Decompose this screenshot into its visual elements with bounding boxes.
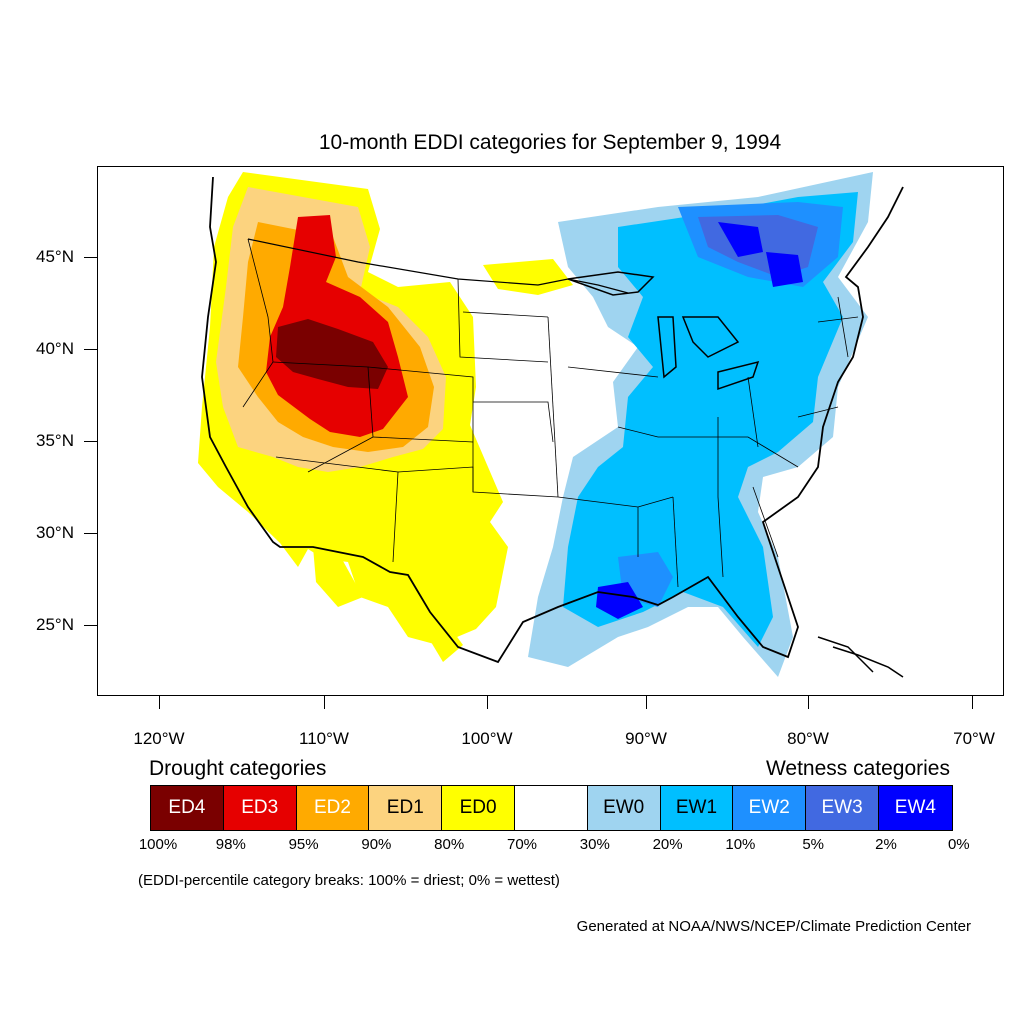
ew4-region-gulf [596, 582, 643, 619]
ytick [84, 441, 97, 442]
legend-box-ew0: EW0 [587, 786, 661, 830]
map-frame [97, 166, 1004, 696]
legend-break-label: 98% [215, 836, 246, 853]
legend-break-label: 20% [652, 836, 683, 853]
xtick-label-80w: 80°W [787, 729, 829, 748]
ytick-label-30n: 30°N [36, 523, 74, 542]
cuba [832, 646, 904, 678]
legend-box-ed2: ED2 [296, 786, 370, 830]
legend-box-ew3: EW3 [806, 786, 879, 830]
state-lines [242, 238, 859, 588]
xtick-label-120w: 120°W [133, 729, 185, 748]
legend-break-label: 5% [802, 836, 825, 853]
ytick [84, 533, 97, 534]
legend-break-label: 95% [288, 836, 319, 853]
color-legend: ED4 ED3 ED2 ED1 ED0 EW0 EW1 EW2 EW3 EW4 [150, 785, 953, 831]
ed4-region [276, 319, 388, 389]
legend-box-ed3: ED3 [223, 786, 297, 830]
eddi-map [198, 172, 904, 678]
xtick [646, 696, 647, 709]
legend-box-ed4: ED4 [151, 786, 224, 830]
ew4-region [718, 222, 763, 257]
legend-break-label: 2% [875, 836, 897, 853]
xtick-label-70w: 70°W [953, 729, 995, 748]
legend-note: (EDDI-percentile category breaks: 100% =… [138, 872, 560, 889]
ytick [84, 257, 97, 258]
florida-keys [817, 636, 874, 673]
ed0-region-texas [428, 627, 463, 662]
legend-box-ew2: EW2 [733, 786, 807, 830]
legend-break-label: 0% [947, 836, 970, 853]
xtick [324, 696, 325, 709]
xtick-label-100w: 100°W [461, 729, 513, 748]
ytick-label-35n: 35°N [36, 431, 74, 450]
ew4-region-2 [766, 252, 803, 287]
ytick [84, 625, 97, 626]
credit-line: Generated at NOAA/NWS/NCEP/Climate Predi… [576, 918, 971, 935]
legend-break-label: 10% [725, 836, 756, 853]
xtick [487, 696, 488, 709]
drought-heading: Drought categories [149, 757, 327, 780]
xtick-label-90w: 90°W [625, 729, 667, 748]
xtick-label-110w: 110°W [299, 729, 349, 748]
ed0-region-north [483, 259, 573, 295]
legend-box-neutral [514, 786, 588, 830]
legend-break-label: 100% [138, 836, 178, 853]
canada-border [247, 238, 629, 294]
legend-box-ew4: EW4 [878, 786, 952, 830]
legend-break-label: 30% [579, 836, 610, 853]
ytick [84, 349, 97, 350]
great-lakes [567, 271, 760, 391]
ed0-region-south [313, 547, 363, 607]
xtick [159, 696, 160, 709]
legend-box-ew1: EW1 [660, 786, 734, 830]
ytick-label-40n: 40°N [36, 339, 74, 358]
xtick [972, 696, 973, 709]
legend-break-label: 80% [434, 836, 465, 853]
xtick [808, 696, 809, 709]
legend-box-ed0: ED0 [442, 786, 515, 830]
us-outline [201, 176, 904, 664]
legend-break-label: 70% [506, 836, 538, 853]
map-title: 10-month EDDI categories for September 9… [318, 131, 782, 154]
legend-break-label: 90% [361, 836, 392, 853]
legend-box-ed1: ED1 [369, 786, 443, 830]
ytick-label-45n: 45°N [36, 247, 74, 266]
ytick-label-25n: 25°N [36, 615, 74, 634]
ew1-region [563, 192, 858, 647]
wetness-heading: Wetness categories [765, 757, 950, 780]
